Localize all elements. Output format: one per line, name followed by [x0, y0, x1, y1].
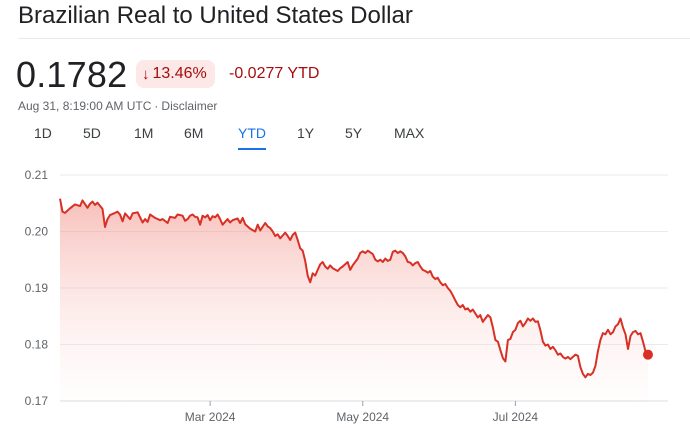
x-tick-label: May 2024: [336, 410, 389, 424]
y-tick-label: 0.18: [25, 338, 49, 352]
change-percent-badge: ↓ 13.46%: [136, 60, 215, 88]
y-tick-label: 0.17: [25, 394, 49, 408]
down-arrow-icon: ↓: [142, 65, 150, 83]
tab-1m[interactable]: 1M: [134, 125, 154, 141]
current-value-dot: [642, 349, 653, 360]
quote-timestamp: Aug 31, 8:19:00 AM UTC: [18, 99, 152, 113]
price-chart[interactable]: Mar 2024 May 2024 Jul 2024 0.21 0.20 0.19 0.1…: [0, 160, 690, 428]
header-divider: [18, 38, 690, 39]
chart-area-fill: [60, 198, 648, 401]
meta-separator: ·: [154, 99, 159, 113]
quote-meta: Aug 31, 8:19:00 AM UTC · Disclaimer: [18, 99, 217, 113]
current-price: 0.1782: [16, 54, 128, 95]
ytd-change-value: -0.0277 YTD: [229, 65, 320, 82]
page-title: Brazilian Real to United States Dollar: [18, 2, 413, 29]
tab-ytd[interactable]: YTD: [238, 125, 266, 150]
disclaimer-link[interactable]: Disclaimer: [161, 99, 218, 113]
y-tick-label: 0.19: [25, 281, 49, 295]
tab-max[interactable]: MAX: [394, 125, 425, 141]
x-tick-label: Mar 2024: [185, 410, 236, 424]
y-tick-label: 0.20: [25, 225, 49, 239]
range-tabs: 1D 5D 1M 6M YTD 1Y 5Y MAX: [0, 125, 690, 151]
change-percent-value: 13.46%: [152, 65, 207, 82]
price-line: [59, 198, 649, 379]
tab-6m[interactable]: 6M: [184, 125, 204, 141]
tab-5y[interactable]: 5Y: [345, 125, 363, 141]
tab-1d[interactable]: 1D: [34, 125, 52, 141]
y-tick-label: 0.21: [25, 168, 49, 182]
tab-5d[interactable]: 5D: [83, 125, 101, 141]
tab-1y[interactable]: 1Y: [297, 125, 315, 141]
x-tick-label: Jul 2024: [493, 410, 539, 424]
